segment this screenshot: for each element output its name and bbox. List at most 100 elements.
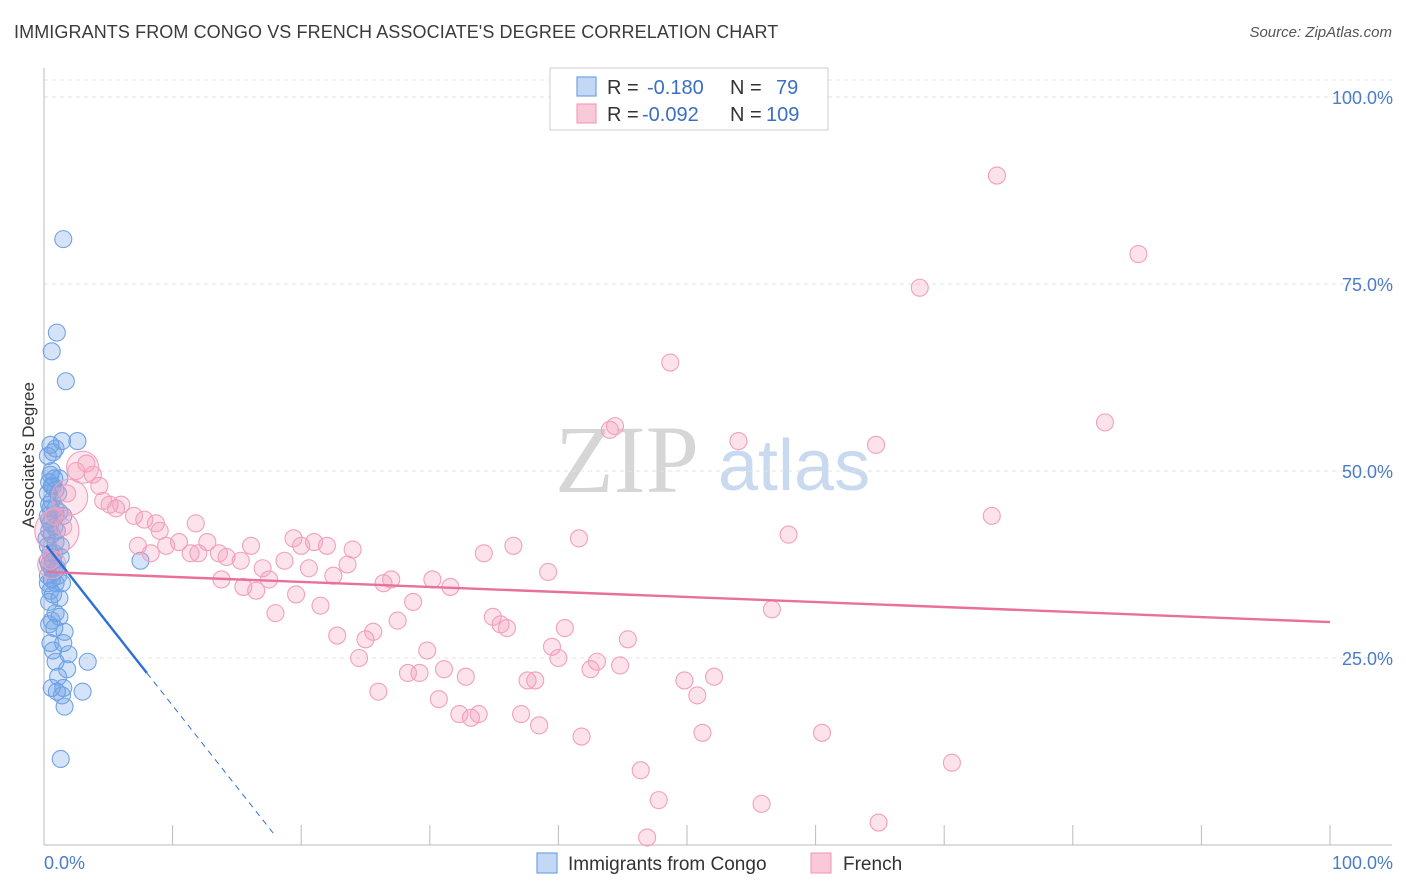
french-point — [605, 417, 625, 436]
legend-n-label-1: N = — [730, 77, 762, 99]
french-point — [350, 648, 369, 668]
legend-swatch-congo — [576, 76, 597, 97]
french-point — [572, 727, 591, 746]
french-point — [474, 544, 493, 563]
legend-n-label-2: N = — [730, 104, 762, 126]
french-point — [581, 660, 600, 679]
french-point — [198, 533, 217, 552]
legend-swatch-french — [576, 103, 597, 124]
bottom-legend-swatch-french — [810, 852, 832, 874]
french-point — [569, 529, 589, 548]
french-point — [356, 630, 375, 649]
y-axis-label: Associate's Degree — [19, 382, 38, 528]
french-point — [704, 667, 724, 686]
french-point — [982, 506, 1001, 525]
french-point — [526, 671, 545, 690]
french-point — [410, 663, 429, 683]
trend-lines — [45, 545, 1331, 837]
french-point — [364, 622, 383, 641]
french-point — [549, 648, 568, 668]
french-point — [910, 278, 929, 297]
french-point — [587, 652, 607, 671]
legend-r-label-2: R = — [607, 104, 639, 126]
y-tick-label: 75.0% — [1342, 275, 1393, 295]
french-point — [382, 570, 401, 589]
french-point — [150, 521, 169, 540]
french-point — [241, 536, 261, 555]
french-point — [299, 559, 318, 578]
french-point — [812, 723, 832, 742]
legend-box: R = -0.180 N = 79 R = -0.092 N = 109 — [549, 67, 829, 131]
french-point — [779, 525, 798, 544]
french-point-large — [51, 478, 89, 516]
french-point — [752, 794, 771, 813]
watermark-zip: ZIP — [555, 406, 699, 513]
bottom-legend-swatch-congo — [536, 852, 558, 874]
french-point — [404, 592, 423, 611]
french-point — [181, 544, 200, 563]
french-point — [186, 514, 205, 533]
french-point — [247, 581, 266, 600]
french-point — [518, 671, 537, 690]
french-point — [456, 667, 475, 686]
french-point — [112, 495, 131, 514]
french-point — [869, 813, 888, 832]
congo-point — [46, 439, 65, 458]
french-point — [618, 630, 637, 649]
french-point — [287, 585, 306, 604]
congo-point — [47, 323, 66, 342]
french-point — [512, 705, 531, 724]
french-point — [1095, 413, 1114, 432]
french-point — [266, 604, 285, 623]
congo-point — [73, 682, 92, 701]
congo-point — [58, 660, 77, 679]
french-point — [124, 506, 144, 525]
congo-point — [54, 230, 73, 249]
french-point — [83, 465, 102, 484]
congo-point — [41, 633, 60, 653]
french-point — [369, 682, 388, 701]
french-point — [388, 611, 407, 630]
y-tick-label: 50.0% — [1342, 462, 1393, 482]
french-point — [866, 435, 886, 454]
legend-n-value-1: 79 — [776, 77, 798, 99]
french-point — [1129, 245, 1148, 264]
french-point — [135, 510, 154, 529]
congo-point — [54, 678, 73, 697]
french-point — [54, 518, 73, 537]
bottom-legend-label-congo: Immigrants from Congo — [568, 854, 767, 875]
french-point — [469, 705, 488, 724]
congo-point — [38, 446, 57, 466]
french-point — [77, 454, 96, 473]
congo-point — [43, 476, 63, 496]
french-point-large — [34, 508, 80, 554]
congo-point — [42, 461, 61, 481]
french-point — [231, 551, 250, 570]
congo-point — [40, 615, 59, 634]
y-tick-label: 100.0% — [1332, 88, 1393, 108]
data-points — [34, 166, 1148, 847]
congo-point — [56, 372, 75, 391]
y-tick-label: 25.0% — [1342, 649, 1393, 669]
french-point — [649, 791, 668, 810]
french-point — [328, 626, 347, 645]
legend-r-label-1: R = — [607, 77, 639, 99]
french-point — [762, 600, 781, 619]
congo-point — [55, 697, 74, 716]
french-point — [530, 716, 549, 735]
congo-point — [54, 633, 73, 653]
french-point — [542, 637, 562, 656]
congo-point — [131, 551, 150, 570]
french-point — [324, 566, 343, 585]
french-point — [450, 705, 469, 724]
french-point — [638, 828, 657, 847]
legend-r-value-2: -0.092 — [642, 104, 699, 126]
x-tick-label-right: 100.0% — [1332, 853, 1393, 873]
congo-point — [78, 652, 97, 671]
congo-point — [52, 686, 72, 705]
french-point — [284, 529, 303, 548]
legend-r-value-1: -0.180 — [647, 77, 704, 99]
congo-point — [49, 667, 68, 686]
french-point-large — [66, 450, 100, 484]
